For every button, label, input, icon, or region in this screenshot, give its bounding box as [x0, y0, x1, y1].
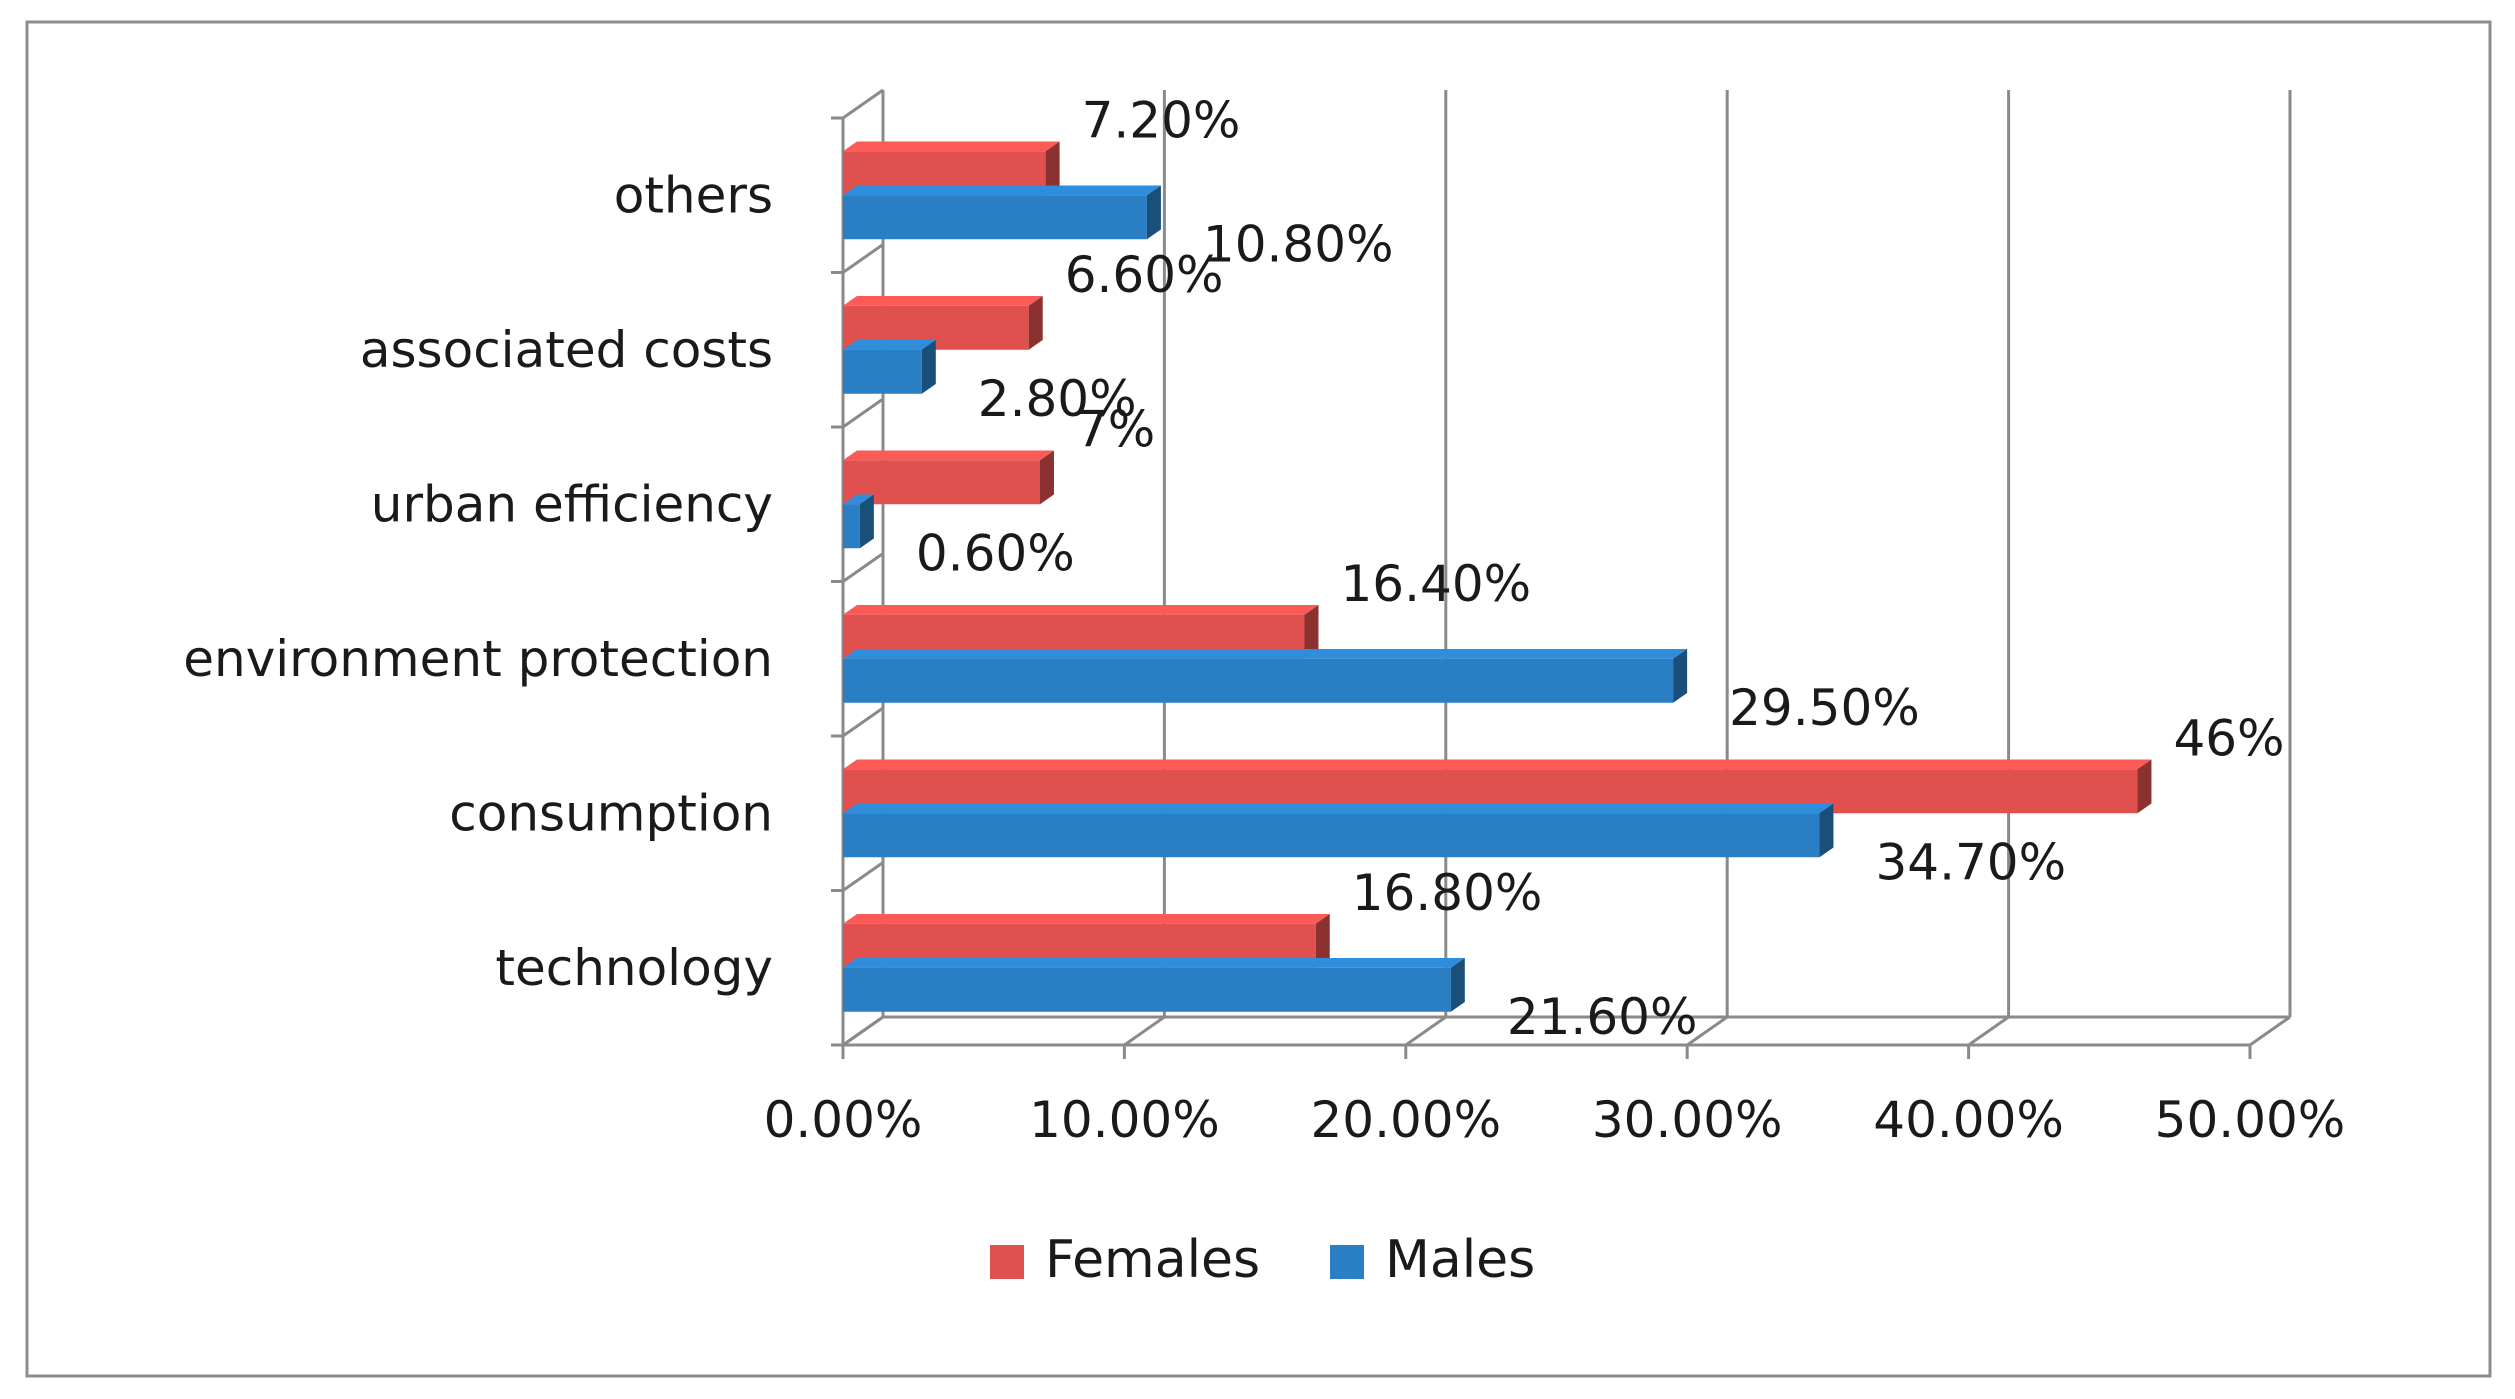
bar-side-face: [1028, 295, 1043, 350]
bars: [843, 141, 2152, 1012]
bar-males-5: [843, 185, 1161, 240]
bar-top-face: [843, 185, 1161, 196]
data-label-males-1: 34.70%: [1875, 833, 2066, 891]
bar-top-face: [843, 604, 1319, 615]
bar-front-face: [843, 658, 1674, 703]
category-label-2: environment protection: [183, 630, 773, 688]
category-label-4: associated costs: [360, 321, 773, 379]
floor-gridline-1: [1123, 1015, 1166, 1047]
bar-males-3: [843, 494, 874, 549]
axes: 0.00% 10.00% 20.00% 30.00% 40.00% 50.00% techn…: [183, 116, 2346, 1149]
floor-gridline-3: [1686, 1015, 1729, 1047]
legend-label-females: Females: [1045, 1230, 1260, 1290]
bar-side-face: [2137, 759, 2152, 814]
bar-side-face: [1146, 185, 1161, 240]
bar-side-face: [1315, 913, 1330, 968]
left-wall-divider-4: [842, 397, 884, 429]
bar-top-face: [843, 648, 1688, 659]
bar-males-4: [843, 339, 936, 394]
data-label-females-3: 7%: [1076, 400, 1155, 458]
data-label-males-5: 10.80%: [1203, 215, 1394, 273]
bar-side-face: [1819, 803, 1834, 858]
x-tick-label-5: 50.00%: [2155, 1091, 2346, 1149]
data-label-females-1: 46%: [2173, 709, 2284, 767]
left-wall-divider-3: [842, 552, 884, 583]
bar-top-face: [843, 913, 1330, 924]
bar-side-face: [1304, 604, 1319, 659]
bar-top-face: [843, 295, 1043, 306]
data-label-females-5: 7.20%: [1082, 91, 1241, 149]
bar-top-face: [843, 141, 1060, 152]
bar-top-face: [843, 803, 1834, 814]
legend-label-males: Males: [1385, 1230, 1535, 1290]
bar-front-face: [843, 460, 1040, 505]
category-label-0: technology: [495, 939, 773, 997]
category-label-5: others: [614, 166, 773, 224]
data-label-males-2: 29.50%: [1729, 679, 1920, 737]
bar-front-face: [843, 813, 1820, 858]
bar-front-face: [843, 349, 922, 394]
bar-females-1: [843, 759, 2152, 814]
bar-side-face: [1045, 141, 1060, 196]
data-label-females-2: 16.40%: [1340, 555, 1531, 613]
bar-front-face: [843, 504, 860, 549]
bar-side-face: [921, 339, 936, 394]
bar-side-face: [1673, 648, 1688, 703]
floor-gridline-4: [1967, 1015, 2010, 1047]
data-label-males-3: 0.60%: [916, 524, 1075, 582]
floor-gridline-5: [2249, 1015, 2291, 1047]
bar-males-1: [843, 803, 1834, 858]
data-label-males-0: 21.60%: [1507, 988, 1698, 1046]
left-wall-divider-5: [842, 243, 884, 274]
legend-swatch-females: [990, 1245, 1024, 1279]
x-tick-label-3: 30.00%: [1592, 1091, 1783, 1149]
legend-item-females: Females: [990, 1230, 1260, 1290]
bar-side-face: [1039, 450, 1054, 505]
bar-side-face: [1450, 957, 1465, 1012]
x-tick-label-4: 40.00%: [1873, 1091, 2064, 1149]
bar-males-0: [843, 957, 1465, 1012]
floor-gridline-2: [1404, 1015, 1447, 1047]
bar-top-face: [843, 339, 936, 350]
left-wall-top-edge: [842, 88, 884, 120]
category-label-3: urban efficiency: [371, 475, 773, 533]
x-tick-label-2: 20.00%: [1310, 1091, 1501, 1149]
bar-males-2: [843, 648, 1688, 703]
left-wall-divider-1: [842, 861, 884, 892]
bar-top-face: [843, 494, 874, 505]
bar-top-face: [843, 957, 1465, 968]
x-tick-label-0: 0.00%: [764, 1091, 923, 1149]
legend-swatch-males: [1330, 1245, 1364, 1279]
x-tick-label-1: 10.00%: [1029, 1091, 1220, 1149]
data-label-males-4: 2.80%: [978, 370, 1137, 428]
bar-front-face: [843, 967, 1451, 1012]
bar-females-3: [843, 450, 1054, 505]
bar-side-face: [859, 494, 874, 549]
gridlines: [842, 90, 2292, 1047]
data-label-females-0: 16.80%: [1352, 864, 1543, 922]
data-labels: 16.80% 21.60% 46% 34.70% 16.40% 29.50% 7% 0.60%…: [916, 91, 2285, 1046]
bar-top-face: [843, 759, 2152, 770]
floor-gridline-0: [842, 1015, 884, 1047]
legend-item-males: Males: [1330, 1230, 1535, 1290]
category-label-1: consumption: [449, 784, 773, 842]
bar-front-face: [843, 195, 1147, 240]
left-wall-divider-2: [842, 706, 884, 738]
bar-top-face: [843, 450, 1054, 461]
data-label-females-4: 6.60%: [1065, 246, 1224, 304]
legend: Females Males: [990, 1230, 1535, 1290]
